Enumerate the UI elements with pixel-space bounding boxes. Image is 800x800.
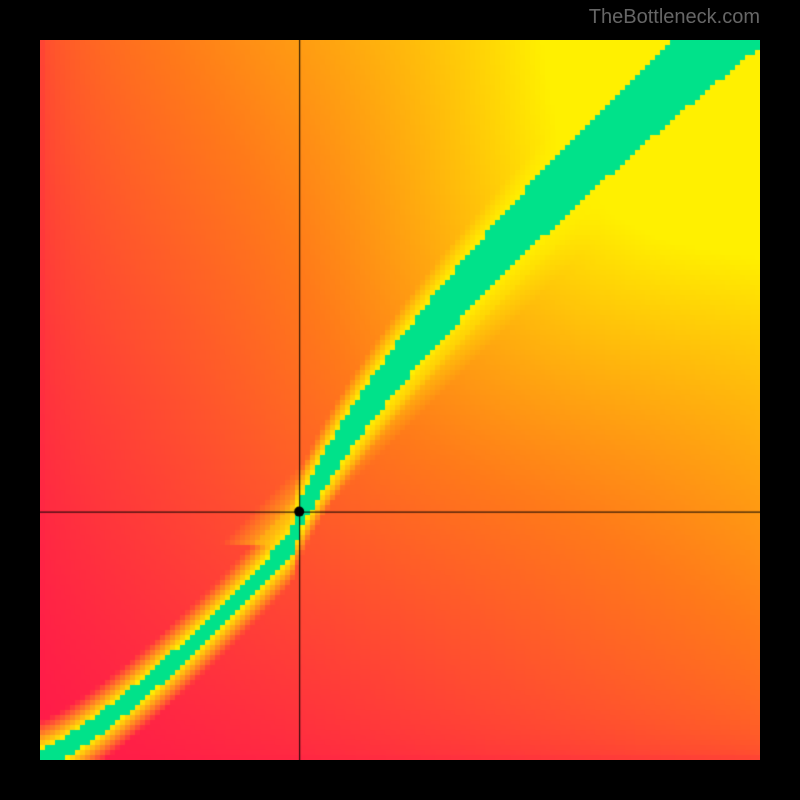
watermark: TheBottleneck.com <box>589 6 760 29</box>
heatmap-canvas <box>40 40 760 760</box>
heatmap-plot <box>40 40 760 760</box>
